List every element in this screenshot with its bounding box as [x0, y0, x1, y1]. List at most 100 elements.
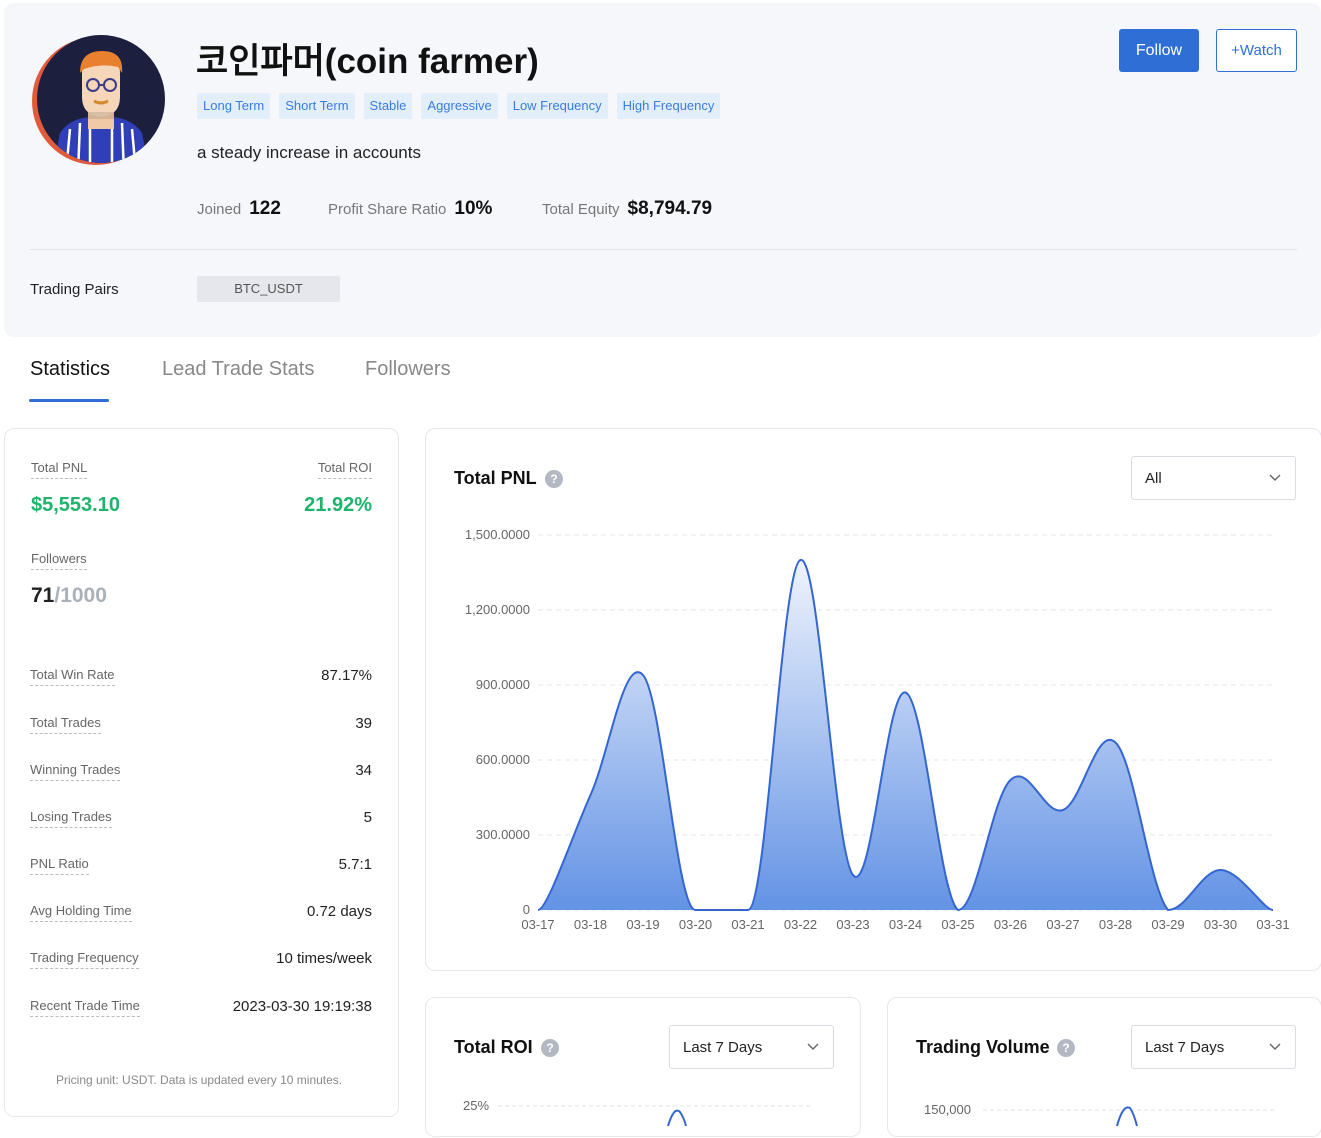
tab-statistics[interactable]: Statistics [30, 358, 111, 380]
roi-tick-label: 25% [463, 1098, 490, 1113]
total-roi-card: Total ROI ? Last 7 Days 25% [425, 997, 861, 1137]
header-divider [30, 249, 1297, 250]
trader-name: 코인파머(coin farmer) [196, 42, 539, 81]
x-tick-label: 03-21 [731, 917, 764, 932]
y-tick-label: 1,500.0000 [465, 527, 530, 542]
total-equity-value: $8,794.79 [627, 198, 713, 219]
tab-lead-trade-stats[interactable]: Lead Trade Stats [162, 358, 315, 380]
roi-range-value: Last 7 Days [683, 1039, 763, 1056]
losing-trades-value: 5 [363, 809, 372, 826]
chevron-down-icon [807, 1043, 819, 1050]
pnl-chart-title: Total PNL [454, 468, 537, 488]
trader-tags: Long Term Short Term Stable Aggressive L… [197, 93, 721, 119]
pnl-range-select[interactable]: All [1131, 456, 1296, 500]
losing-trades-label: Losing Trades [30, 809, 112, 828]
tag-high-frequency: High Frequency [616, 93, 721, 119]
tag-short-term: Short Term [279, 93, 355, 119]
joined-stat: Joined 122 [197, 198, 281, 220]
x-tick-label: 03-26 [994, 917, 1027, 932]
volume-tick-label: 150,000 [924, 1102, 971, 1117]
recent-trade-time-label: Recent Trade Time [30, 998, 140, 1017]
pnl-range-value: All [1145, 470, 1162, 487]
x-tick-label: 03-30 [1204, 917, 1237, 932]
chevron-down-icon [1269, 1043, 1281, 1050]
volume-chart-preview [983, 1106, 1275, 1127]
question-circle-icon[interactable]: ? [1057, 1039, 1075, 1057]
statistics-card: Total PNL Total ROI $5,553.10 21.92% Fol… [4, 428, 399, 1117]
x-tick-label: 03-31 [1256, 917, 1289, 932]
tag-long-term: Long Term [197, 93, 271, 119]
active-tab-indicator [29, 399, 109, 402]
trading-frequency-label: Trading Frequency [30, 950, 139, 969]
total-pnl-label: Total PNL [31, 460, 88, 479]
volume-chart-title: Trading Volume [916, 1037, 1050, 1057]
total-equity-label: Total Equity [542, 201, 620, 218]
question-circle-icon[interactable]: ? [541, 1039, 559, 1057]
y-tick-label: 0 [523, 902, 530, 917]
roi-range-select[interactable]: Last 7 Days [669, 1025, 834, 1069]
total-roi-label: Total ROI [317, 460, 372, 479]
win-rate-label: Total Win Rate [30, 667, 115, 686]
pnl-ratio-value: 5.7:1 [338, 856, 372, 873]
x-tick-label: 03-22 [784, 917, 817, 932]
pnl-series-line [537, 558, 1274, 912]
y-tick-label: 300.0000 [476, 827, 530, 842]
question-circle-icon[interactable]: ? [545, 470, 563, 488]
win-rate-value: 87.17% [321, 667, 372, 684]
tag-low-frequency: Low Frequency [506, 93, 608, 119]
avg-holding-time-value: 0.72 days [306, 903, 372, 920]
profit-share-stat: Profit Share Ratio 10% [328, 198, 492, 220]
pricing-footnote: Pricing unit: USDT. Data is updated ever… [56, 1073, 343, 1087]
followers-count: 71/1000 [31, 584, 107, 608]
volume-range-value: Last 7 Days [1145, 1039, 1225, 1056]
volume-range-select[interactable]: Last 7 Days [1131, 1025, 1296, 1069]
total-trades-value: 39 [355, 715, 372, 732]
avg-holding-time-label: Avg Holding Time [30, 903, 132, 922]
watch-button[interactable]: +Watch [1216, 29, 1297, 72]
profit-share-value: 10% [454, 198, 493, 219]
follow-button[interactable]: Follow [1119, 29, 1199, 72]
tag-aggressive: Aggressive [421, 93, 498, 119]
x-tick-label: 03-25 [941, 917, 974, 932]
followers-max: /1000 [54, 584, 107, 607]
total-pnl-value: $5,553.10 [31, 494, 120, 516]
x-tick-label: 03-27 [1046, 917, 1079, 932]
trader-avatar [32, 33, 166, 167]
y-tick-label: 600.0000 [476, 752, 530, 767]
total-roi-value: 21.92% [304, 494, 372, 516]
roi-chart-title: Total ROI [454, 1037, 533, 1057]
trader-description: a steady increase in accounts [197, 143, 421, 162]
y-tick-label: 900.0000 [476, 677, 530, 692]
winning-trades-label: Winning Trades [30, 762, 121, 781]
statistics-rows: Total Win Rate 87.17% Total Trades 39 Wi… [4, 428, 372, 1117]
pnl-ratio-label: PNL Ratio [30, 856, 89, 875]
x-tick-label: 03-29 [1151, 917, 1184, 932]
trading-pairs-label: Trading Pairs [30, 281, 119, 298]
followers-label: Followers [31, 551, 87, 570]
followers-current: 71 [31, 584, 55, 607]
x-tick-label: 03-23 [836, 917, 869, 932]
x-tick-label: 03-20 [679, 917, 712, 932]
recent-trade-time-value: 2023-03-30 19:19:38 [232, 998, 372, 1015]
x-tick-label: 03-18 [574, 917, 607, 932]
pnl-area-chart: 0 300.0000 600.0000 900.0000 1,200.0000 1,500… [465, 527, 1290, 932]
y-tick-label: 1,200.0000 [465, 602, 530, 617]
x-tick-label: 03-17 [521, 917, 554, 932]
joined-value: 122 [249, 198, 281, 219]
tab-followers[interactable]: Followers [365, 358, 451, 380]
x-tick-label: 03-19 [626, 917, 659, 932]
winning-trades-value: 34 [355, 762, 372, 779]
total-equity-stat: Total Equity $8,794.79 [542, 198, 712, 220]
total-trades-label: Total Trades [30, 715, 101, 734]
joined-label: Joined [197, 201, 242, 218]
chevron-down-icon [1269, 474, 1281, 481]
trading-frequency-value: 10 times/week [276, 950, 372, 967]
x-tick-label: 03-28 [1099, 917, 1132, 932]
pnl-area-fill [538, 559, 1273, 910]
trading-volume-card: Trading Volume ? Last 7 Days 150,000 [887, 997, 1321, 1137]
x-tick-label: 03-24 [889, 917, 922, 932]
roi-chart-preview [498, 1105, 813, 1127]
profit-share-label: Profit Share Ratio [328, 201, 447, 218]
tag-stable: Stable [363, 93, 413, 119]
trading-pair-chip: BTC_USDT [197, 276, 340, 302]
